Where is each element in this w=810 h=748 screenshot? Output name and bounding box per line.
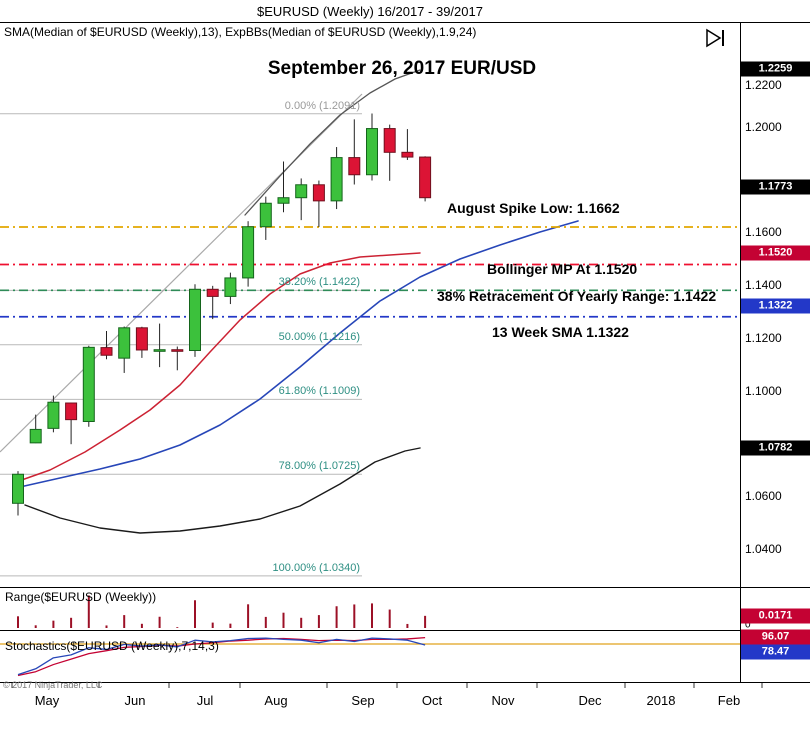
annotation-13-week-sma: 13 Week SMA 1.1322 [492, 324, 629, 340]
price-badge: 1.0782 [741, 440, 810, 456]
fib-level-label: 50.00% (1.1216) [278, 330, 360, 343]
range-panel-divider [0, 587, 810, 588]
annotation-38-retracement: 38% Retracement Of Yearly Range: 1.1422 [437, 288, 717, 304]
price-badge: 1.1520 [741, 245, 810, 261]
price-axis-label: 1.2200 [745, 78, 782, 92]
price-badge: 1.2259 [741, 61, 810, 77]
stochastics-value-badge: 96.07 [741, 629, 810, 645]
fib-level-label: 100.00% (1.0340) [272, 561, 360, 574]
time-axis-label: May [34, 693, 60, 708]
copyright-notice: © 2017 NinjaTrader, LLC [3, 680, 103, 690]
time-axis-label: Sep [351, 693, 375, 708]
fib-level-label: 0.00% (1.2091) [284, 99, 360, 112]
time-axis-label: Oct [421, 693, 443, 708]
time-axis-label: 2018 [646, 693, 676, 708]
time-axis-label: Dec [578, 693, 602, 708]
price-axis-label: 1.1600 [745, 225, 782, 239]
header-divider [0, 22, 810, 23]
range-axis-zero-label: 0 [745, 619, 751, 631]
fib-level-label: 61.80% (1.1009) [278, 385, 360, 398]
stochastics-panel-label: Stochastics($EURUSD (Weekly),7,14,3) [5, 639, 219, 653]
fib-level-label: 78.00% (1.0725) [278, 460, 360, 473]
annotation-august-spike-low: August Spike Low: 1.1662 [447, 200, 620, 216]
time-axis-label: Feb [717, 693, 741, 708]
time-axis-label: Jun [124, 693, 146, 708]
price-badge: 1.1773 [741, 179, 810, 195]
price-axis-label: 1.1400 [745, 278, 782, 292]
indicator-settings-label: SMA(Median of $EURUSD (Weekly),13), ExpB… [4, 25, 477, 39]
window-title: $EURUSD (Weekly) 16/2017 - 39/2017 [257, 4, 483, 19]
stochastics-panel-divider [0, 630, 810, 631]
price-axis-label: 1.0400 [745, 542, 782, 556]
price-axis-label: 1.1000 [745, 384, 782, 398]
stochastics-value-badge: 78.47 [741, 644, 810, 660]
annotation-bollinger-mp: Bollinger MP At 1.1520 [487, 261, 638, 277]
time-axis-divider [0, 682, 810, 683]
go-to-end-button[interactable] [702, 27, 734, 49]
range-panel-label: Range($EURUSD (Weekly)) [5, 590, 157, 604]
price-axis-divider [740, 22, 741, 682]
price-badge: 1.1322 [741, 298, 810, 314]
range-value-badge: 0.0171 [741, 608, 810, 624]
price-axis-label: 1.0600 [745, 489, 782, 503]
fib-level-label: 38.20% (1.1422) [278, 276, 360, 289]
chart-headline: September 26, 2017 EUR/USD [267, 58, 537, 79]
time-axis-label: Aug [264, 693, 288, 708]
price-axis-label: 1.1200 [745, 331, 782, 345]
play-to-end-icon [706, 28, 724, 48]
price-axis-label: 1.2000 [745, 120, 782, 134]
time-axis-label: Nov [491, 693, 515, 708]
time-axis-label: Jul [196, 693, 214, 708]
